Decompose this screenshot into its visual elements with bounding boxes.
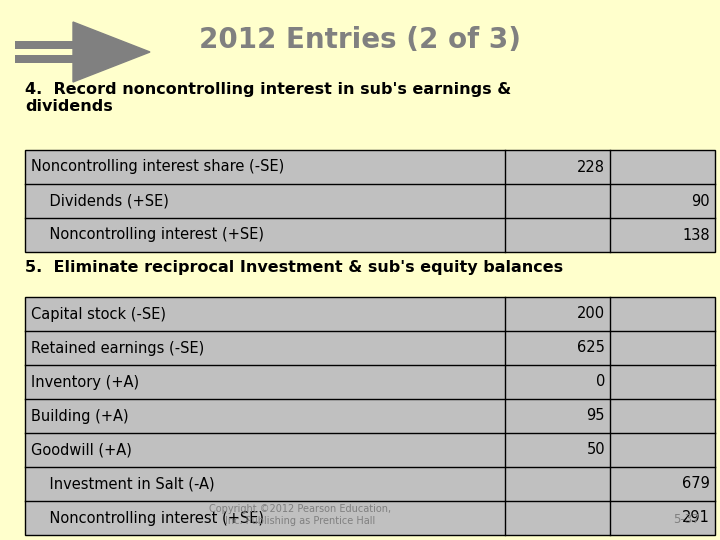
Text: 0: 0 bbox=[595, 375, 605, 389]
Bar bbox=[15, 41, 75, 49]
Text: Noncontrolling interest (+SE): Noncontrolling interest (+SE) bbox=[31, 510, 264, 525]
Text: 90: 90 bbox=[691, 193, 710, 208]
Text: Capital stock (-SE): Capital stock (-SE) bbox=[31, 307, 166, 321]
Text: Noncontrolling interest share (-SE): Noncontrolling interest share (-SE) bbox=[31, 159, 284, 174]
Text: 95: 95 bbox=[587, 408, 605, 423]
Text: 4.  Record noncontrolling interest in sub's earnings &
dividends: 4. Record noncontrolling interest in sub… bbox=[25, 82, 511, 114]
Text: Goodwill (+A): Goodwill (+A) bbox=[31, 442, 132, 457]
Text: 291: 291 bbox=[682, 510, 710, 525]
Bar bbox=[25, 297, 715, 535]
Text: 5-37: 5-37 bbox=[673, 513, 700, 526]
Text: 50: 50 bbox=[586, 442, 605, 457]
Bar bbox=[15, 55, 75, 63]
Text: 138: 138 bbox=[683, 227, 710, 242]
Text: Retained earnings (-SE): Retained earnings (-SE) bbox=[31, 341, 204, 355]
Text: 228: 228 bbox=[577, 159, 605, 174]
Text: Investment in Salt (-A): Investment in Salt (-A) bbox=[31, 476, 215, 491]
Text: 2012 Entries (2 of 3): 2012 Entries (2 of 3) bbox=[199, 26, 521, 54]
Text: Dividends (+SE): Dividends (+SE) bbox=[31, 193, 169, 208]
Polygon shape bbox=[73, 22, 150, 82]
Bar bbox=[25, 150, 715, 252]
Text: 625: 625 bbox=[577, 341, 605, 355]
Text: Building (+A): Building (+A) bbox=[31, 408, 129, 423]
Text: 5.  Eliminate reciprocal Investment & sub's equity balances: 5. Eliminate reciprocal Investment & sub… bbox=[25, 260, 563, 275]
Text: 679: 679 bbox=[682, 476, 710, 491]
Text: Copyright ©2012 Pearson Education,
Inc. Publishing as Prentice Hall: Copyright ©2012 Pearson Education, Inc. … bbox=[209, 504, 391, 526]
Text: Noncontrolling interest (+SE): Noncontrolling interest (+SE) bbox=[31, 227, 264, 242]
Text: 200: 200 bbox=[577, 307, 605, 321]
Text: Inventory (+A): Inventory (+A) bbox=[31, 375, 139, 389]
